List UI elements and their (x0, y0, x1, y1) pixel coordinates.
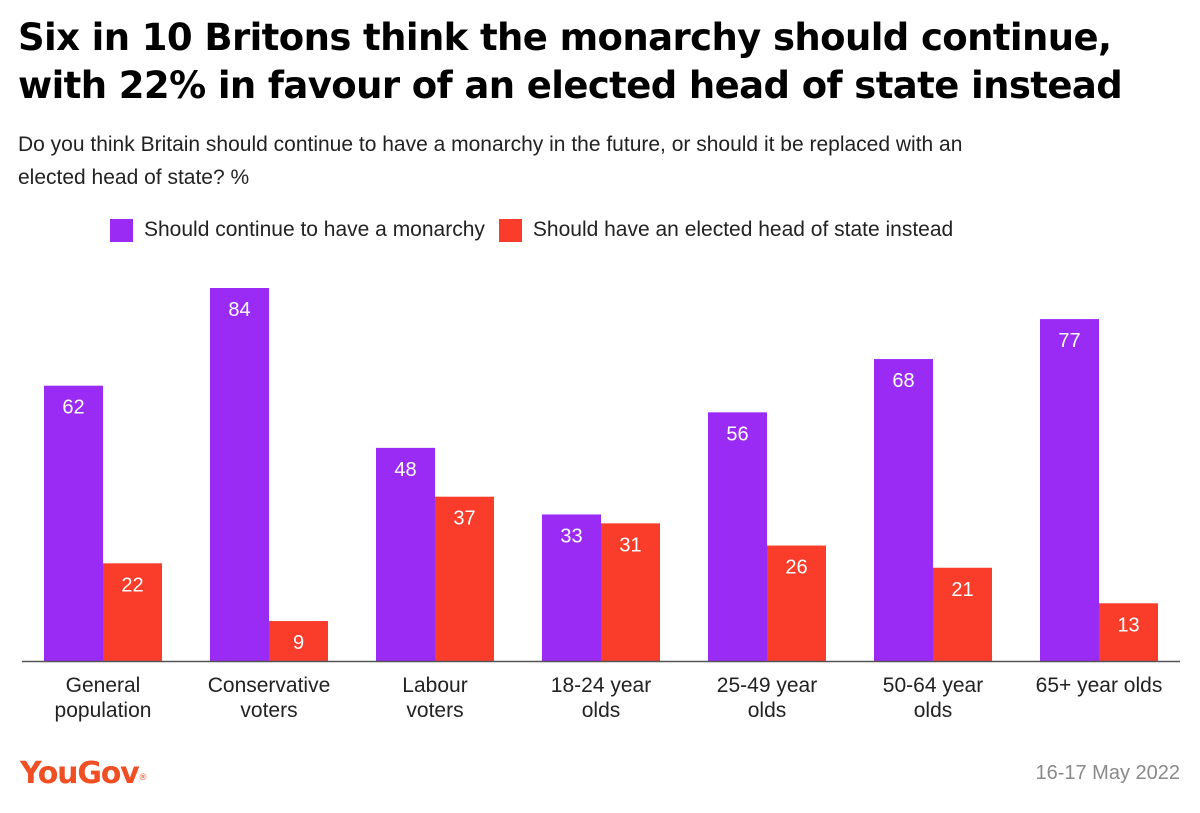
bar-elected-4 (767, 545, 826, 661)
bar-monarchy-5 (874, 359, 933, 661)
chart-title-line-1: Six in 10 Britons think the monarchy sho… (18, 16, 1112, 59)
data-label-monarchy-1: 84 (228, 299, 250, 321)
data-label-monarchy-3: 33 (560, 525, 582, 547)
legend-label-elected: Should have an elected head of state ins… (532, 218, 954, 241)
legend-label-monarchy: Should continue to have a monarchy (144, 218, 485, 241)
data-label-monarchy-2: 48 (394, 459, 416, 481)
legend-swatch-elected (498, 218, 522, 242)
x-tick-label-4: 25-49 year olds (717, 674, 817, 722)
x-tick-label-2: Labour voters (402, 674, 467, 722)
bar-elected-2 (435, 496, 494, 661)
x-tick-label-3: 18-24 year olds (551, 674, 651, 722)
legend-item-monarchy: Should continue to have a monarchy (110, 218, 485, 242)
data-label-elected-3: 31 (619, 534, 641, 556)
data-label-elected-6: 13 (1117, 614, 1139, 636)
legend-swatch-monarchy (110, 218, 133, 242)
bar-elected-0 (103, 563, 162, 661)
registered-mark: ® (138, 773, 148, 783)
survey-date: 16-17 May 2022 (1035, 762, 1180, 784)
data-label-monarchy-4: 56 (726, 423, 748, 445)
legend-item-elected: Should have an elected head of state ins… (498, 218, 954, 242)
data-label-monarchy-0: 62 (62, 397, 84, 419)
x-tick-label-5: 50-64 year olds (883, 674, 983, 722)
bar-elected-1 (269, 621, 328, 661)
bar-elected-5 (933, 567, 992, 661)
data-label-elected-2: 37 (453, 508, 475, 530)
chart-subtitle-line-2: elected head of state? % (18, 166, 250, 189)
bar-monarchy-0 (44, 385, 103, 661)
chart-title-line-2: with 22% in favour of an elected head of… (18, 64, 1123, 107)
chart-legend: Should continue to have a monarchy Shoul… (110, 213, 967, 247)
data-label-elected-0: 22 (121, 574, 143, 596)
x-tick-label-6: 65+ year olds (1036, 674, 1163, 697)
bar-monarchy-2 (376, 447, 435, 661)
bar-monarchy-6 (1040, 319, 1099, 661)
bar-monarchy-1 (210, 288, 269, 661)
chart-title: Six in 10 Britons think the monarchy sho… (18, 14, 1188, 110)
bar-elected-6 (1099, 603, 1158, 661)
bar-monarchy-4 (708, 412, 767, 661)
chart-subtitle: Do you think Britain should continue to … (18, 128, 1188, 194)
bar-elected-3 (601, 523, 660, 661)
yougov-logo: YouGov® (20, 752, 148, 796)
data-label-elected-1: 9 (293, 632, 304, 654)
data-label-monarchy-5: 68 (892, 370, 914, 392)
chart-subtitle-line-1: Do you think Britain should continue to … (18, 133, 963, 156)
data-label-elected-4: 26 (785, 557, 807, 579)
data-label-elected-5: 21 (951, 579, 973, 601)
x-tick-label-0: General population (55, 674, 152, 722)
x-tick-label-1: Conservative voters (208, 674, 331, 722)
bar-monarchy-3 (542, 514, 601, 661)
data-label-monarchy-6: 77 (1058, 330, 1080, 352)
yougov-logo-text: YouGov (20, 756, 140, 791)
